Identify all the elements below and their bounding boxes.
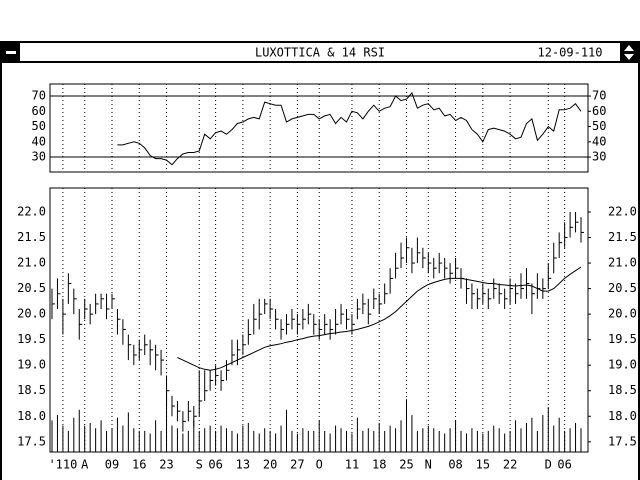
y-tick-label: 70 xyxy=(32,89,46,103)
x-tick-label: 06 xyxy=(557,458,571,472)
y-tick-label: 19.5 xyxy=(17,332,46,346)
x-tick-label: 23 xyxy=(159,458,173,472)
x-tick-label: 20 xyxy=(263,458,277,472)
chart-date: 12-09-110 xyxy=(537,46,602,60)
y-tick-label: 19.5 xyxy=(608,332,637,346)
y-tick-label: 21.0 xyxy=(17,256,46,270)
y-tick-label: 22.0 xyxy=(17,205,46,219)
y-tick-label: 40 xyxy=(592,134,606,148)
y-tick-label: 22.0 xyxy=(608,205,637,219)
chart-title: LUXOTTICA & 14 RSI xyxy=(255,46,385,60)
y-tick-label: 21.5 xyxy=(608,230,637,244)
x-tick-label: 08 xyxy=(448,458,462,472)
y-tick-label: 30 xyxy=(592,150,606,164)
y-tick-label: 60 xyxy=(592,104,606,118)
y-tick-label: 18.5 xyxy=(17,383,46,397)
x-tick-label: S xyxy=(196,458,203,472)
scroll-button[interactable] xyxy=(620,43,638,62)
x-tick-label: D xyxy=(545,458,552,472)
x-tick-label: 27 xyxy=(290,458,304,472)
rsi-line xyxy=(117,92,582,166)
x-tick-label: N xyxy=(425,458,432,472)
y-tick-label: 19.0 xyxy=(608,358,637,372)
y-tick-label: 20.5 xyxy=(17,281,46,295)
y-tick-label: 50 xyxy=(592,119,606,133)
y-tick-label: 30 xyxy=(32,150,46,164)
y-tick-label: 50 xyxy=(32,119,46,133)
y-tick-label: 19.0 xyxy=(17,358,46,372)
y-tick-label: 70 xyxy=(592,89,606,103)
y-tick-label: 18.5 xyxy=(608,383,637,397)
x-tick-label: 06 xyxy=(208,458,222,472)
y-tick-label: 21.5 xyxy=(17,230,46,244)
y-tick-label: 60 xyxy=(32,104,46,118)
x-tick-label: 25 xyxy=(399,458,413,472)
x-tick-label: 16 xyxy=(132,458,146,472)
y-tick-label: 18.0 xyxy=(608,409,637,423)
y-tick-label: 40 xyxy=(32,134,46,148)
x-tick-label: 13 xyxy=(236,458,250,472)
x-tick-label: 11 xyxy=(345,458,359,472)
x-tick-label: O xyxy=(316,458,323,472)
y-tick-label: 20.0 xyxy=(608,307,637,321)
x-tick-label: 15 xyxy=(476,458,490,472)
x-tick-label: 18 xyxy=(372,458,386,472)
x-tick-label: 22 xyxy=(503,458,517,472)
y-tick-label: 17.5 xyxy=(608,434,637,448)
y-tick-label: 18.0 xyxy=(17,409,46,423)
y-tick-label: 20.0 xyxy=(17,307,46,321)
x-tick-label: 09 xyxy=(105,458,119,472)
x-tick-label: '110 xyxy=(48,458,77,472)
y-tick-label: 20.5 xyxy=(608,281,637,295)
y-tick-label: 21.0 xyxy=(608,256,637,270)
x-tick-label: A xyxy=(81,458,89,472)
scroll-button-icon xyxy=(624,45,634,60)
moving-average xyxy=(177,266,582,371)
y-tick-label: 17.5 xyxy=(17,434,46,448)
menu-button-icon xyxy=(6,51,16,54)
